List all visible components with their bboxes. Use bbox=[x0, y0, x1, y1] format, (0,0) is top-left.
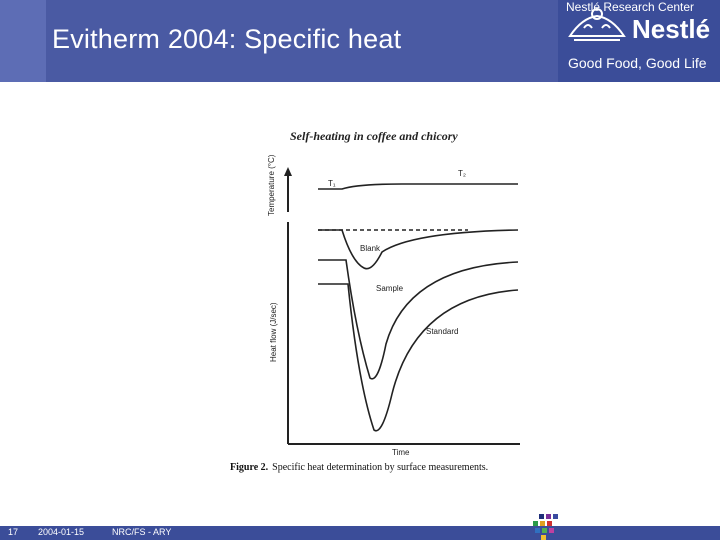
figure-heading: Self-heating in coffee and chicory bbox=[290, 129, 458, 143]
page-number: 17 bbox=[8, 527, 19, 537]
blank-curve bbox=[318, 229, 519, 270]
heat-flow-axis-label: Heat flow (J/sec) bbox=[269, 302, 278, 362]
header-accent-strip bbox=[0, 0, 46, 82]
caption-text: Specific heat determination by surface m… bbox=[272, 462, 488, 473]
footer-date: 2004-01-15 bbox=[38, 527, 85, 537]
temperature-axis-label: Temperature (°C) bbox=[267, 154, 276, 216]
caption-number: Figure 2. bbox=[230, 462, 269, 473]
time-axis-label: Time bbox=[392, 448, 410, 457]
standard-label: Standard bbox=[426, 327, 458, 336]
footer-dept: NRC/FS - ARY bbox=[112, 527, 172, 537]
specific-heat-figure: Self-heating in coffee and chicory Tempe… bbox=[230, 129, 520, 473]
brand-name: Nestlé bbox=[632, 14, 711, 44]
research-center-dots-icon bbox=[533, 514, 558, 540]
temperature-axis-arrow bbox=[284, 167, 292, 176]
sample-curve bbox=[318, 259, 519, 380]
brand-tagline: Good Food, Good Life bbox=[568, 55, 707, 71]
standard-curve bbox=[318, 283, 519, 432]
nest-logo-icon bbox=[568, 8, 626, 41]
t1-label: T₁ bbox=[328, 179, 336, 188]
research-center-label: Nestlé Research Center bbox=[566, 0, 695, 14]
figure-caption: Figure 2. Specific heat determination by … bbox=[230, 462, 488, 473]
temperature-curve bbox=[318, 183, 518, 190]
slide-title: Evitherm 2004: Specific heat bbox=[52, 24, 402, 54]
sample-label: Sample bbox=[376, 284, 404, 293]
blank-label: Blank bbox=[360, 244, 381, 253]
t2-label: T₂ bbox=[458, 169, 466, 178]
footer-bar: 17 2004-01-15 NRC/FS - ARY bbox=[0, 526, 720, 540]
